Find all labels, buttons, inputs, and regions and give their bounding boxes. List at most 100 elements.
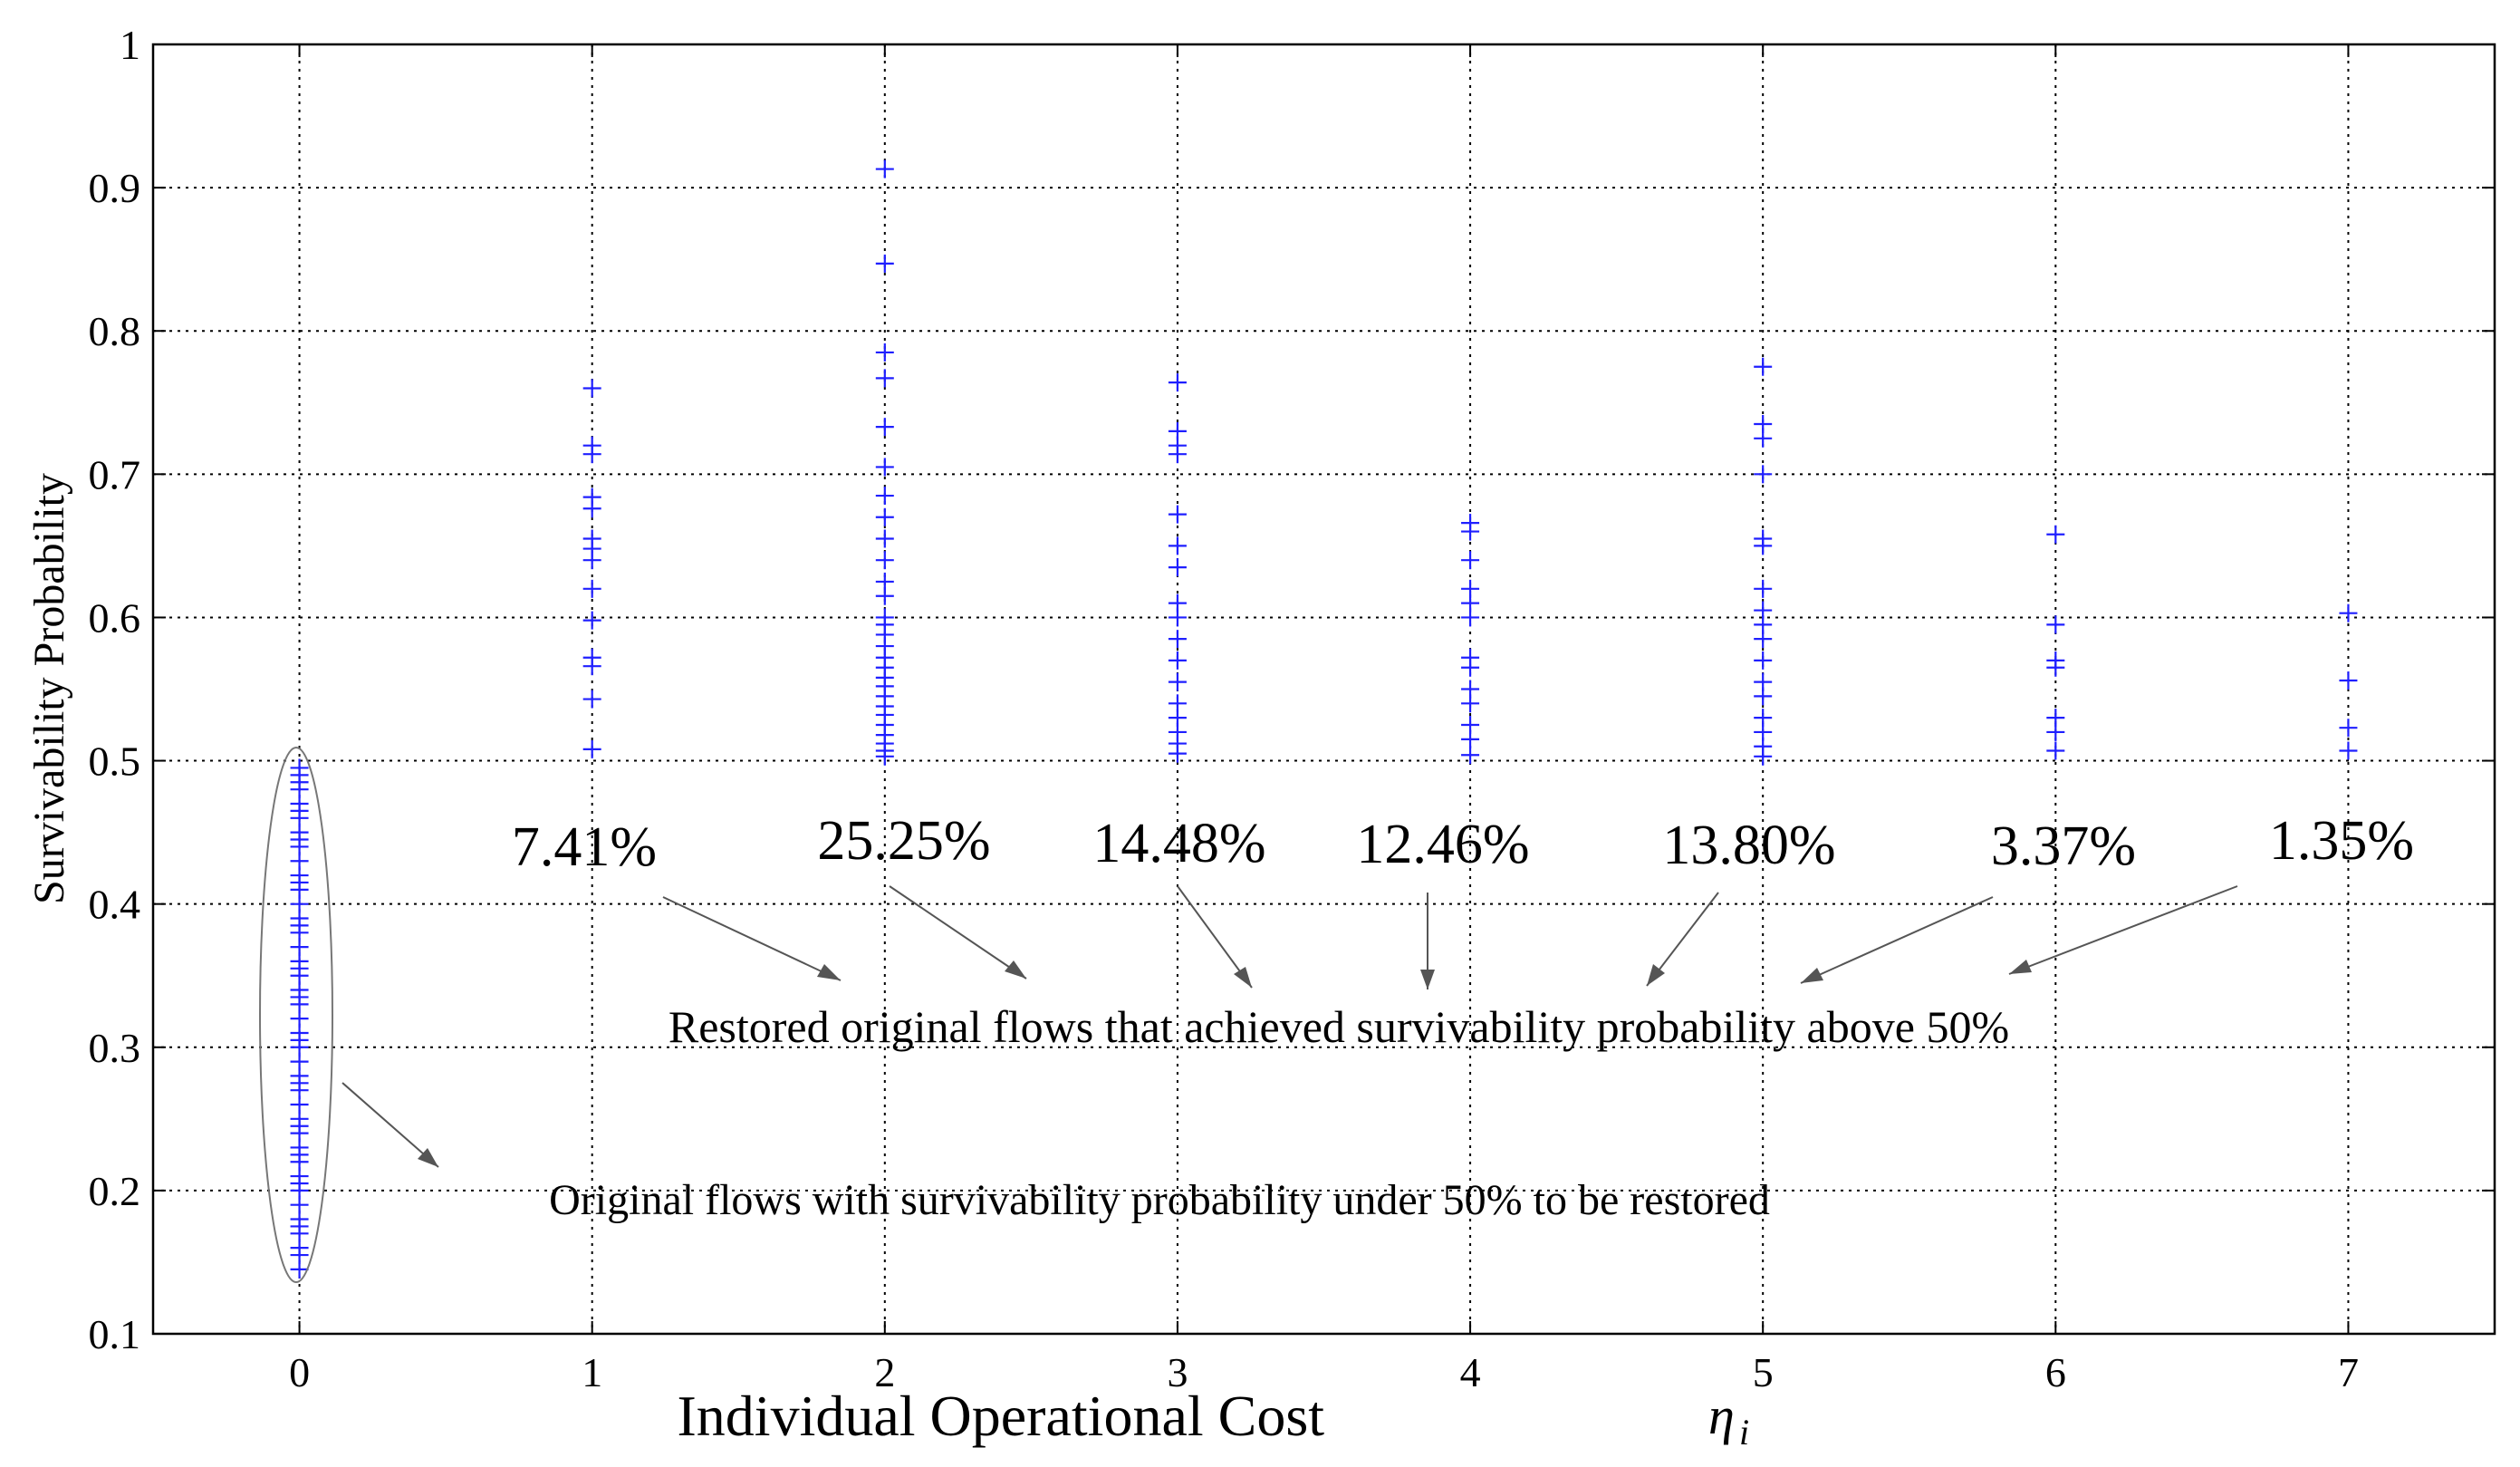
data-point [1754,414,1773,433]
data-point [875,608,894,627]
data-point [875,487,894,506]
data-point [875,529,894,548]
x-tick-label: 5 [1753,1349,1774,1395]
data-point [875,343,894,362]
data-point [2339,741,2358,760]
data-point [1461,514,1480,533]
x-tick-label: 4 [1460,1349,1481,1395]
y-tick-label: 0.2 [89,1168,141,1214]
data-point [875,572,894,591]
percent-label-cost-6: 3.37% [1991,816,2136,877]
data-point [1168,672,1187,691]
plot-frame [151,43,2496,1336]
data-point [1461,648,1480,667]
data-point [582,436,601,455]
original-flows-annotation: Original flows with survivability probab… [549,1176,1770,1224]
data-point [1168,630,1187,649]
data-point [582,648,601,667]
data-point [1754,651,1773,670]
percent-label-cost-1: 7.41% [512,816,657,878]
data-point [1754,672,1773,691]
data-point [2046,525,2065,544]
arrow-head-cost-3 [1234,967,1252,988]
data-point [875,507,894,526]
arrow-cost-2 [889,885,1027,980]
data-point [1461,680,1480,699]
data-point [1754,579,1773,598]
arrow-head-cost-2 [1005,960,1026,979]
data-point [1168,694,1187,713]
data-point [582,739,601,758]
y-tick-label: 0.4 [89,882,141,928]
data-point [582,579,601,598]
y-tick-label: 0.1 [89,1311,141,1357]
y-tick-label: 0.8 [89,308,141,354]
data-point [875,458,894,477]
data-point [2046,615,2065,634]
data-point [582,487,601,507]
x-axis-symbol: η [1708,1386,1735,1445]
y-tick-label: 0.9 [89,165,141,211]
data-point [875,551,894,570]
x-tick-label: 3 [1167,1349,1188,1395]
data-point [2046,709,2065,728]
data-point [875,418,894,437]
y-tick-label: 0.7 [89,451,141,497]
data-point [582,611,601,630]
data-point [875,254,894,273]
original-flows-ellipse [259,747,333,1283]
data-point [1461,716,1480,735]
data-point [1461,551,1480,570]
y-tick-label: 0.5 [89,738,141,785]
arrow-cost-6 [1800,896,1994,984]
grid-lines [153,43,2495,1335]
arrow-cost-7 [2008,885,2238,975]
data-point [1168,421,1187,440]
data-point [582,690,601,709]
x-tick-label: 1 [582,1349,602,1395]
data-point [1168,651,1187,670]
percent-label-cost-3: 14.48% [1092,813,1265,874]
data-point [1754,529,1773,548]
y-tick-label: 0.6 [89,594,141,641]
arrow-original-flows [341,1082,439,1168]
x-tick-label: 7 [2338,1349,2359,1395]
data-point [2046,741,2065,760]
restored-flows-annotation: Restored original flows that achieved su… [668,1001,2009,1052]
arrow-cost-1 [662,896,842,981]
data-point [1168,558,1187,577]
x-axis-symbol-subscript: i [1739,1412,1749,1453]
data-point [1461,746,1480,765]
axis-ticks: 0 1 2 3 4 5 6 7 0.1 0.2 0.3 0.4 0.5 0.6 0.7 0.8 0.9 1 [89,22,2495,1395]
arrow-head-cost-5 [1647,964,1665,986]
y-tick-label: 1 [120,22,140,68]
y-axis-title: Survivability Probability [25,473,73,904]
arrow-head-cost-6 [1801,968,1823,983]
data-point [1754,601,1773,620]
x-tick-label: 2 [874,1349,895,1395]
annotation-arrows [341,885,2238,1168]
percent-label-cost-5: 13.80% [1662,815,1835,876]
data-point [1461,579,1480,598]
arrow-head-cost-1 [817,964,841,980]
data-point [582,529,601,548]
percent-label-cost-2: 25.25% [817,810,990,872]
data-point [2339,671,2358,690]
percent-label-cost-4: 12.46% [1356,814,1529,875]
x-tick-label: 6 [2045,1349,2066,1395]
data-point [2339,603,2358,623]
data-point [1754,465,1773,484]
x-axis-title: Individual Operational Cost [677,1384,1324,1448]
data-point [1168,536,1187,555]
data-point [582,379,601,398]
data-points [290,159,2358,1279]
x-tick-label: 0 [289,1349,310,1395]
data-point [875,159,894,179]
data-point [1754,357,1773,376]
arrow-head-original-flows [418,1148,438,1167]
data-point [1754,709,1773,728]
data-point [1168,373,1187,392]
data-point [2339,719,2358,738]
data-point [875,369,894,388]
